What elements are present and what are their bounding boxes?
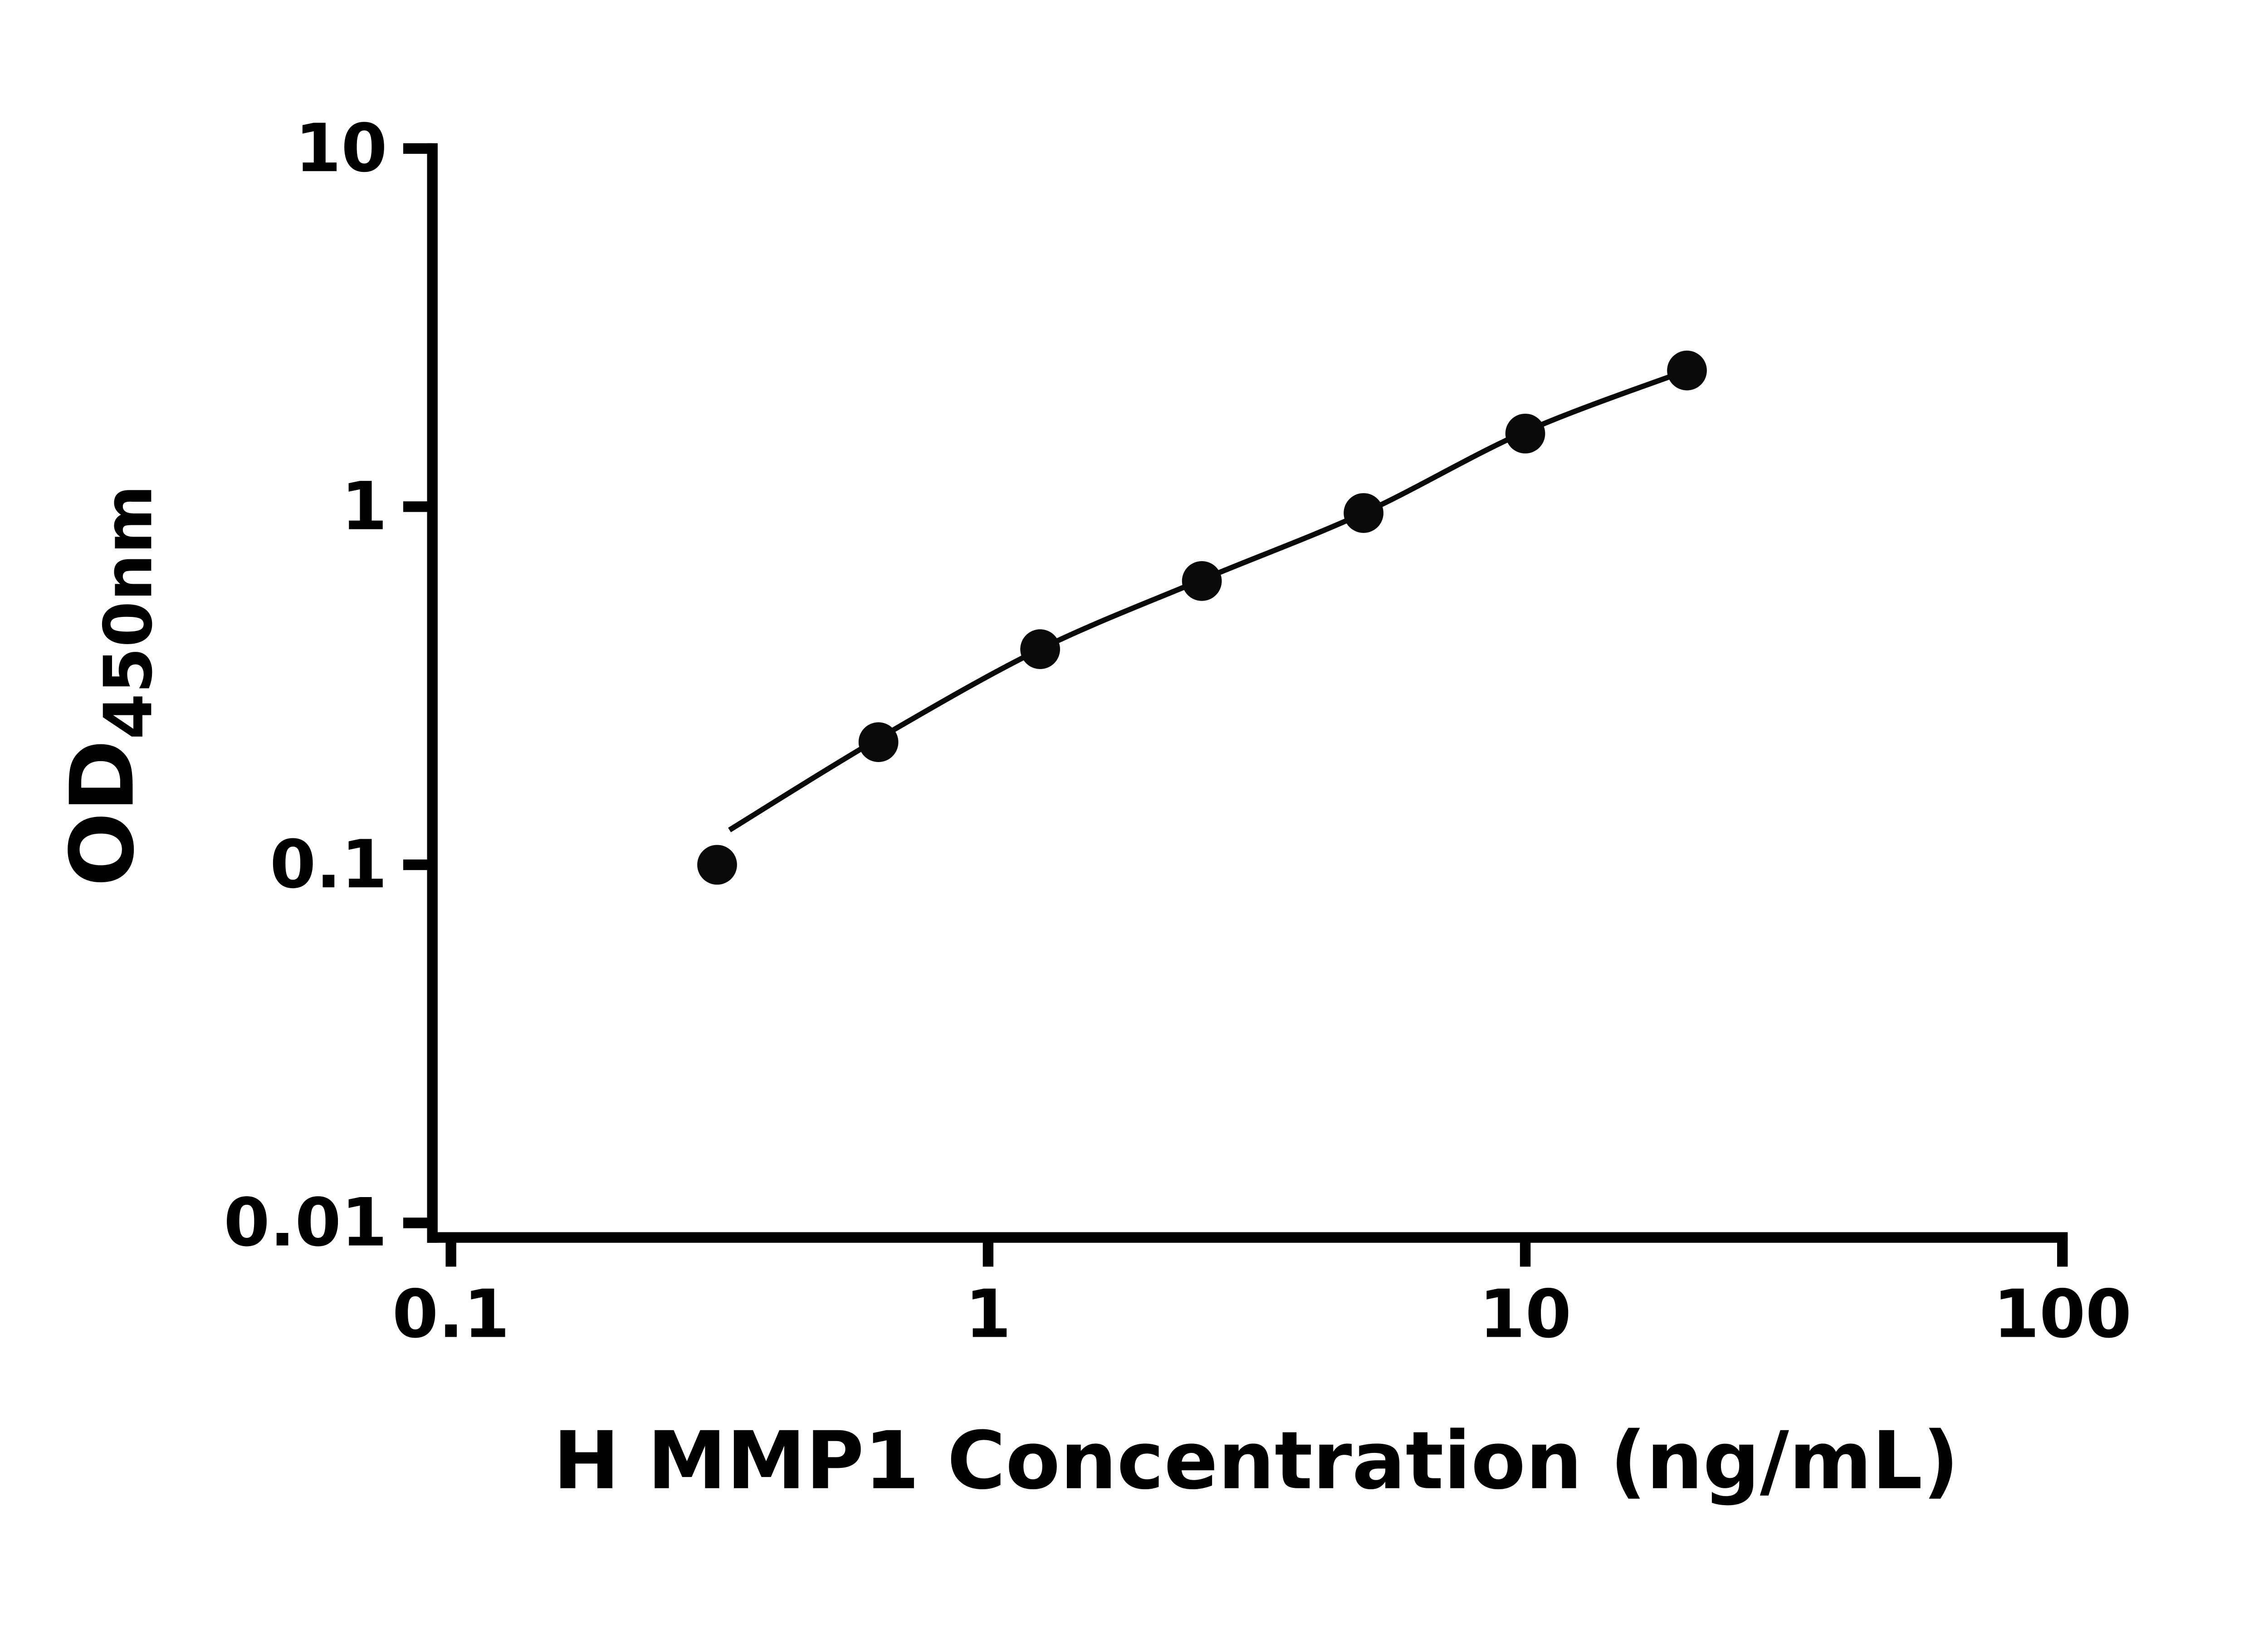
data-point <box>1344 493 1383 533</box>
x-tick-label: 0.1 <box>392 1276 510 1353</box>
x-tick-label: 1 <box>965 1276 1012 1353</box>
data-point <box>697 845 737 885</box>
y-tick-label: 0.1 <box>270 826 387 903</box>
data-point <box>858 722 899 762</box>
data-point <box>1505 413 1545 454</box>
chart-page: 0.1 1 10 100 10 1 0.1 0.01 OD450nm H MMP1 Conce… <box>51 110 2132 1507</box>
x-tick-label: 10 <box>1479 1276 1571 1353</box>
data-point <box>1020 629 1060 669</box>
y-axis-label-subscript: 450nm <box>90 485 167 740</box>
y-tick-label: 0.01 <box>224 1184 387 1261</box>
y-tick-label: 10 <box>295 110 387 187</box>
y-tick-label: 1 <box>341 468 387 545</box>
x-axis-label: H MMP1 Concentration (ng/mL) <box>553 1415 1959 1507</box>
x-tick-label: 100 <box>1993 1276 2131 1353</box>
data-point <box>1182 561 1222 601</box>
y-axis-label: OD450nm <box>51 485 167 887</box>
y-axis-label-main: OD <box>51 739 153 886</box>
data-point <box>1667 350 1707 391</box>
